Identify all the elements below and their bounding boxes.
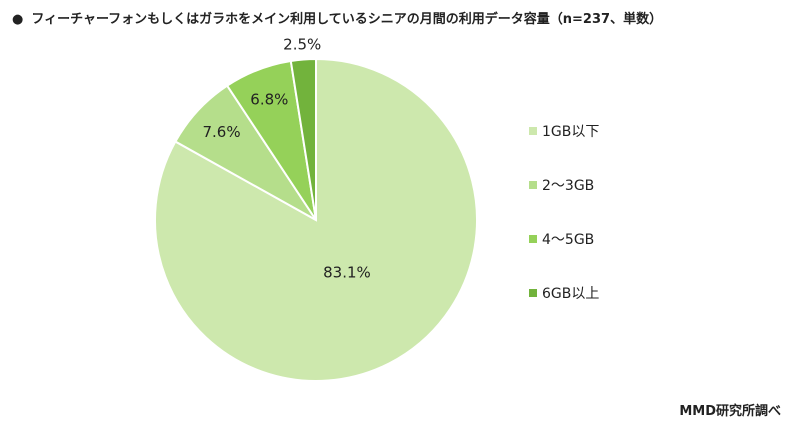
source-note: MMD研究所調べ [679,404,781,419]
data-label-1gb-or-less: 83.1% [323,263,371,281]
title-bullet: ● [12,12,24,27]
legend-item-4-5gb: 4～5GB [529,230,599,248]
legend-swatch [529,289,537,297]
data-label-6gb-or-more: 2.5% [283,36,321,54]
legend-swatch [529,235,537,243]
legend-item-2-3gb: 2～3GB [529,176,599,194]
legend-swatch [529,181,537,189]
legend-label: 4～5GB [542,232,595,248]
chart-title: ● フィーチャーフォンもしくはガラホをメイン利用しているシニアの月間の利用データ容… [12,8,662,27]
legend-swatch [529,127,537,135]
pie-slice-6gb-or-more [289,57,317,221]
legend-label: 1GB以下 [542,124,600,140]
title-text: フィーチャーフォンもしくはガラホをメイン利用しているシニアの月間の利用データ容量… [31,12,663,27]
legend-item-1gb-or-less: 1GB以下 [529,122,599,140]
data-label-2-3gb: 7.6% [203,123,241,141]
data-label-4-5gb: 6.8% [250,90,288,108]
legend: 1GB以下 2～3GB 4～5GB 6GB以上 [529,122,599,338]
legend-label: 6GB以上 [542,286,600,302]
legend-label: 2～3GB [542,178,595,194]
legend-item-6gb-or-more: 6GB以上 [529,284,599,302]
